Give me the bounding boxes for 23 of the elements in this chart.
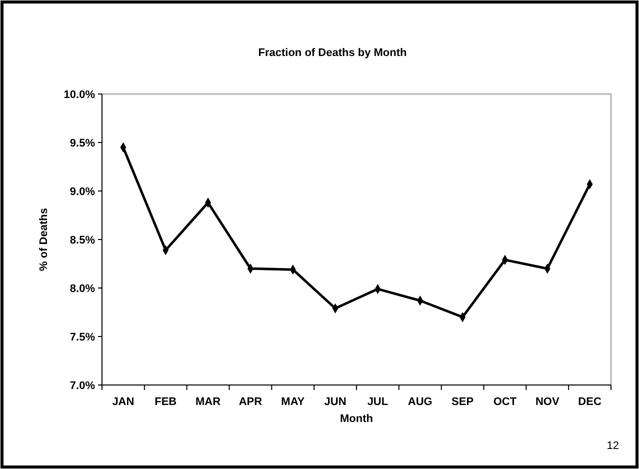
y-tick-label: 10.0% [64, 88, 96, 101]
x-tick-label: OCT [493, 396, 517, 408]
y-tick-label: 8.5% [70, 234, 96, 246]
y-tick-label: 8.0% [70, 282, 96, 295]
y-tick-label: 9.0% [70, 186, 96, 198]
x-tick-label: FEB [154, 396, 177, 408]
x-tick-label: APR [238, 396, 262, 408]
chart-title: Fraction of Deaths by Month [258, 47, 408, 59]
x-tick-label: SEP [452, 396, 474, 408]
x-tick-label: NOV [535, 396, 560, 408]
y-axis-title: % of Deaths [38, 208, 50, 271]
x-tick-label: DEC [578, 396, 602, 408]
y-tick-label: 9.5% [70, 137, 96, 150]
x-tick-label: AUG [408, 396, 432, 408]
x-tick-label: JUN [324, 396, 346, 408]
y-tick-label: 7.0% [70, 380, 96, 392]
y-tick-label: 7.5% [70, 331, 96, 344]
text: 12 [606, 440, 619, 452]
x-tick-label: MAR [196, 396, 221, 408]
x-tick-label: JUL [367, 396, 388, 408]
x-tick-label: MAY [281, 396, 306, 408]
x-tick-label: JAN [112, 396, 134, 408]
x-axis-title: Month [340, 413, 374, 425]
